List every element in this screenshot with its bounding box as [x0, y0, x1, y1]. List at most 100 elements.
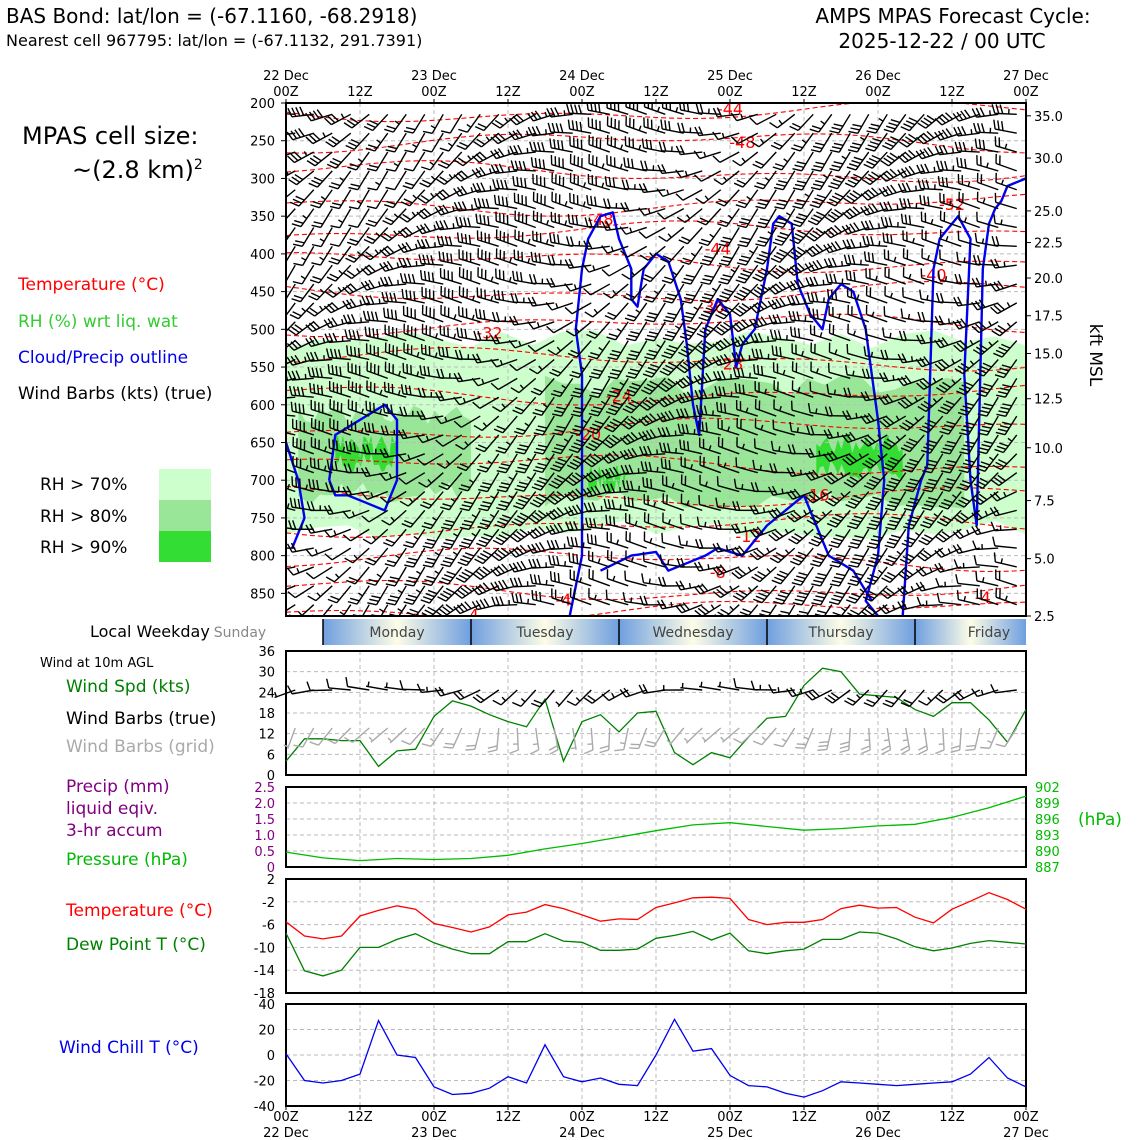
- barb-flag: [286, 261, 287, 262]
- barb-flag: [381, 291, 385, 302]
- barb-flag: [593, 437, 604, 443]
- barb-flag: [671, 482, 675, 489]
- xs-wind-barb: [323, 113, 352, 126]
- barb-staff: [496, 358, 518, 368]
- barb-flag: [565, 236, 570, 246]
- barb-flag: [379, 496, 388, 504]
- nearest-cell-subtitle: Nearest cell 967795: lat/lon = (-67.1132…: [6, 31, 423, 50]
- barb-flag: [403, 198, 413, 204]
- xs-wind-barb: [397, 429, 425, 440]
- barb-flag: [849, 476, 859, 483]
- xs-wind-barb: [769, 113, 796, 129]
- barb-flag: [630, 399, 641, 405]
- xs-wind-barb: [418, 604, 444, 616]
- barb-flag: [472, 183, 478, 193]
- barb-flag: [516, 129, 523, 138]
- xs-wind-barb: [789, 547, 814, 566]
- barb-flag: [816, 259, 823, 269]
- xs-wind-barb: [902, 267, 925, 285]
- barb-flag: [741, 303, 751, 310]
- barb-flag: [702, 327, 712, 333]
- cell-size-label: MPAS cell size:: [22, 122, 199, 150]
- barb-flag: [546, 498, 556, 505]
- barb-flag: [795, 554, 805, 560]
- xs-wind-barb: [588, 396, 611, 417]
- barb-flag: [897, 169, 904, 178]
- barb-flag: [884, 574, 894, 581]
- xs-wind-barb: [453, 601, 481, 615]
- xs-wind-barb: [675, 602, 703, 614]
- xs-wind-barb: [920, 211, 943, 229]
- barb-flag: [662, 576, 667, 587]
- xs-wind-barb: [681, 264, 703, 285]
- barb-flag: [760, 424, 764, 430]
- xs-wind-barb: [477, 248, 499, 266]
- xs-wind-barb: [286, 604, 296, 612]
- barb-flag: [538, 541, 546, 551]
- barb-flag: [779, 297, 786, 307]
- barb-staff: [286, 227, 296, 242]
- barb-flag: [909, 497, 920, 501]
- barb-flag: [426, 254, 430, 265]
- barb-flag: [755, 348, 759, 359]
- barb-flag: [366, 205, 377, 210]
- barb-flag: [275, 314, 284, 317]
- barb-flag: [516, 427, 526, 432]
- xs-wind-barb: [475, 213, 499, 229]
- barb-flag: [310, 292, 321, 298]
- xs-wind-barb: [880, 216, 906, 229]
- barb-flag: [760, 284, 769, 291]
- barb-flag: [497, 549, 507, 557]
- barb-flag: [448, 236, 453, 246]
- xs-wind-barb: [712, 564, 740, 576]
- barb-flag: [575, 121, 579, 131]
- barb-flag: [519, 384, 525, 390]
- barb-flag: [514, 293, 519, 303]
- barb-flag: [772, 270, 781, 277]
- barb-flag: [640, 160, 644, 170]
- barb-flag: [513, 505, 523, 510]
- barb-flag: [868, 542, 879, 546]
- xs-wind-barb: [286, 132, 296, 135]
- barb-flag: [593, 453, 603, 461]
- barb-flag: [723, 321, 732, 329]
- xs-wind-barb: [860, 391, 888, 402]
- xs-wind-barb: [790, 400, 814, 417]
- xs-wind-barb: [826, 509, 851, 528]
- xs-wind-barb: [754, 399, 777, 417]
- barb-flag: [329, 205, 340, 210]
- barb-flag: [916, 164, 922, 174]
- barb-flag: [312, 200, 323, 206]
- barb-flag: [490, 295, 494, 301]
- barb-flag: [445, 538, 455, 543]
- xs-wind-barb: [365, 132, 389, 152]
- barb-flag: [298, 478, 301, 488]
- barb-flag: [349, 597, 360, 602]
- xs-wind-barb: [917, 179, 943, 191]
- barb-flag: [757, 570, 767, 577]
- xs-wind-barb: [494, 509, 518, 529]
- barb-flag: [381, 519, 391, 526]
- xs-wind-barb: [732, 585, 759, 602]
- barb-flag: [835, 572, 846, 577]
- barb-flag: [404, 519, 414, 525]
- barb-flag: [868, 590, 878, 597]
- barb-flag: [479, 552, 490, 559]
- xs-wind-barb: [347, 151, 370, 171]
- barb-flag: [426, 557, 437, 561]
- barb-flag: [638, 125, 642, 131]
- barb-flag: [772, 241, 782, 246]
- xs-wind-barb: [695, 538, 721, 549]
- barb-flag: [719, 294, 729, 300]
- barb-flag: [459, 558, 470, 563]
- xs-wind-barb: [275, 302, 296, 317]
- xs-wind-barb: [416, 410, 444, 421]
- barb-flag: [458, 128, 468, 133]
- xs-wind-barb: [695, 189, 722, 205]
- barb-flag: [865, 593, 875, 600]
- barb-flag: [570, 394, 581, 398]
- barb-flag: [509, 535, 519, 543]
- barb-flag: [811, 538, 821, 544]
- barb-flag: [597, 103, 601, 113]
- barb-flag: [720, 259, 731, 263]
